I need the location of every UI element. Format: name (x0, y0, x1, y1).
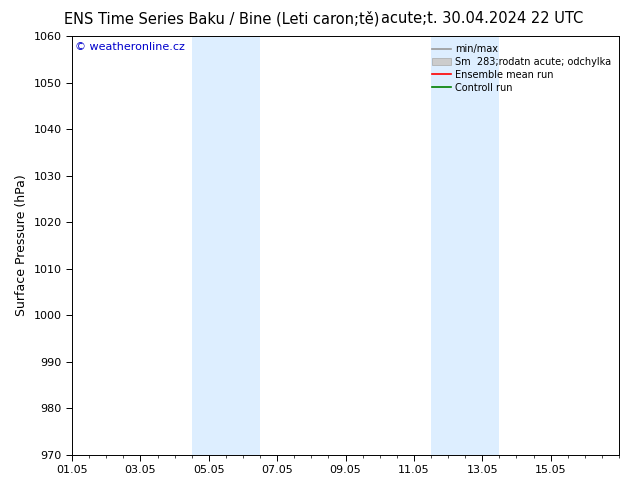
Text: acute;t. 30.04.2024 22 UTC: acute;t. 30.04.2024 22 UTC (380, 11, 583, 26)
Text: ENS Time Series Baku / Bine (Leti caron;tě): ENS Time Series Baku / Bine (Leti caron;… (64, 11, 380, 26)
Bar (191, 36, 260, 455)
Text: © weatheronline.cz: © weatheronline.cz (75, 43, 184, 52)
Bar (431, 36, 500, 455)
Y-axis label: Surface Pressure (hPa): Surface Pressure (hPa) (15, 174, 28, 316)
Legend: min/max, Sm  283;rodatn acute; odchylka, Ensemble mean run, Controll run: min/max, Sm 283;rodatn acute; odchylka, … (429, 41, 614, 96)
